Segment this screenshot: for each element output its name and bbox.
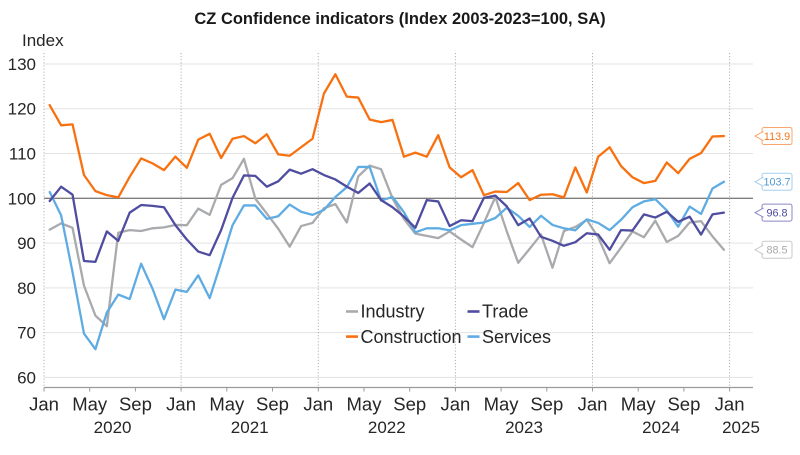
svg-text:Index: Index xyxy=(22,31,64,50)
svg-text:CZ Confidence indicators (Inde: CZ Confidence indicators (Index 2003-202… xyxy=(194,10,605,28)
svg-text:2020: 2020 xyxy=(94,418,132,437)
svg-text:103.7: 103.7 xyxy=(763,177,790,189)
svg-text:Sep: Sep xyxy=(119,394,152,415)
svg-text:100: 100 xyxy=(8,189,36,208)
svg-text:96.8: 96.8 xyxy=(766,207,787,219)
svg-text:May: May xyxy=(72,394,108,415)
svg-text:2025: 2025 xyxy=(722,418,760,437)
svg-text:70: 70 xyxy=(17,324,36,343)
svg-text:90: 90 xyxy=(17,234,36,253)
svg-text:Trade: Trade xyxy=(482,302,528,322)
svg-text:Sep: Sep xyxy=(393,394,426,415)
svg-text:88.5: 88.5 xyxy=(766,245,787,257)
svg-text:May: May xyxy=(484,394,520,415)
svg-text:Industry: Industry xyxy=(361,302,425,322)
svg-text:May: May xyxy=(209,394,245,415)
svg-text:May: May xyxy=(621,394,657,415)
svg-text:Construction: Construction xyxy=(361,327,462,347)
svg-text:Jan: Jan xyxy=(715,394,745,415)
svg-text:2024: 2024 xyxy=(642,418,680,437)
svg-text:Sep: Sep xyxy=(530,394,563,415)
svg-text:60: 60 xyxy=(17,368,36,387)
svg-text:2021: 2021 xyxy=(231,418,269,437)
svg-text:113.9: 113.9 xyxy=(764,131,790,143)
svg-text:80: 80 xyxy=(17,279,36,298)
svg-text:Sep: Sep xyxy=(667,394,700,415)
svg-text:May: May xyxy=(347,394,383,415)
svg-text:Jan: Jan xyxy=(440,394,470,415)
svg-text:110: 110 xyxy=(9,145,36,164)
svg-text:130: 130 xyxy=(8,55,36,74)
svg-text:Sep: Sep xyxy=(256,394,289,415)
svg-text:Jan: Jan xyxy=(578,394,608,415)
svg-text:2023: 2023 xyxy=(505,418,543,437)
svg-text:Jan: Jan xyxy=(29,394,59,415)
svg-text:120: 120 xyxy=(8,100,36,119)
svg-text:2022: 2022 xyxy=(368,418,406,437)
svg-text:Jan: Jan xyxy=(303,394,333,415)
svg-text:Services: Services xyxy=(482,327,551,347)
svg-text:Jan: Jan xyxy=(166,394,196,415)
